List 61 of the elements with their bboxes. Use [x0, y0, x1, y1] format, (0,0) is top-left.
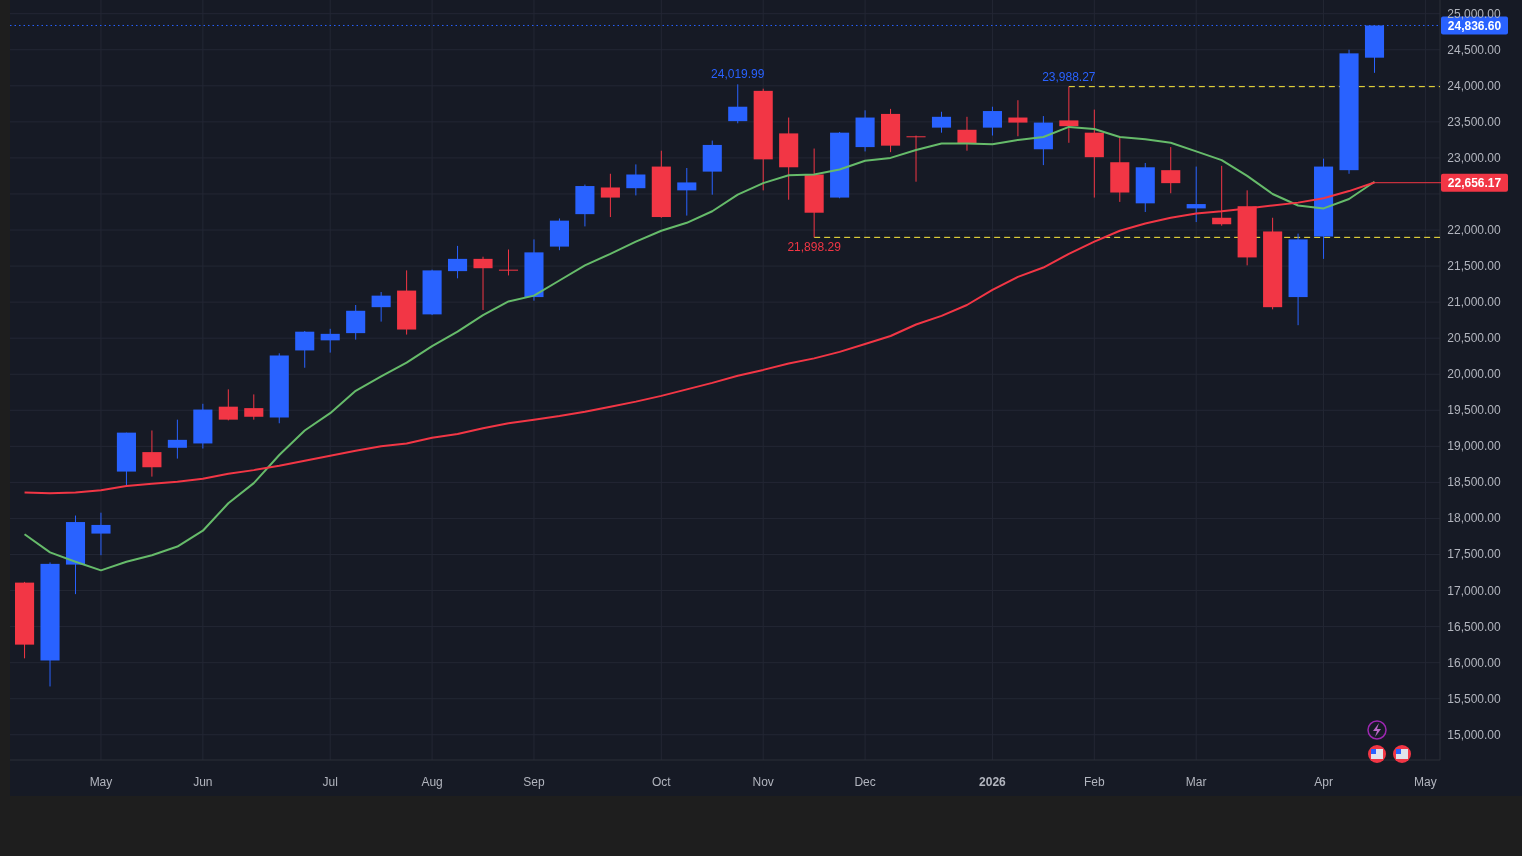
x-tick-label: 2026: [979, 775, 1007, 789]
candlestick: [728, 83, 748, 124]
x-tick-label: Apr: [1314, 775, 1333, 789]
candlestick: [957, 116, 977, 152]
candlestick: [982, 106, 1002, 137]
x-tick-label: Dec: [854, 775, 876, 789]
y-tick-label: 24,000.00: [1447, 78, 1502, 93]
candlestick: [218, 388, 238, 421]
candlestick: [626, 163, 646, 196]
candlestick: [498, 248, 519, 276]
y-tick-label: 20,000.00: [1447, 367, 1502, 382]
y-tick-label: 23,500.00: [1447, 114, 1502, 129]
x-tick-label: Jul: [322, 775, 338, 789]
annotation: 24,019.99: [711, 67, 765, 82]
candlestick: [600, 173, 620, 218]
candlestick: [448, 245, 468, 279]
candlestick: [244, 393, 264, 421]
y-tick-label: 18,500.00: [1447, 475, 1502, 490]
candlestick: [1008, 99, 1028, 137]
y-tick-label: 22,000.00: [1447, 223, 1502, 238]
candlestick: [346, 304, 366, 341]
y-tick-label: 24,500.00: [1447, 42, 1502, 57]
candlestick: [677, 167, 697, 217]
candlestick: [91, 512, 111, 556]
y-tick-label: 17,000.00: [1447, 583, 1502, 598]
candlestick: [142, 429, 162, 478]
candlestick: [931, 111, 952, 134]
x-tick-label: Jun: [193, 775, 213, 789]
ref-line-label: 24,836.60: [1447, 18, 1502, 33]
candlestick: [1161, 146, 1181, 194]
y-tick-label: 16,000.00: [1447, 655, 1502, 670]
candlestick: [1186, 166, 1206, 223]
x-tick-label: May: [89, 775, 113, 789]
y-tick-label: 21,500.00: [1447, 259, 1502, 274]
y-tick-label: 15,000.00: [1447, 727, 1502, 742]
y-tick-label: 19,000.00: [1447, 439, 1502, 454]
candlestick: [1059, 86, 1079, 144]
x-tick-label: Mar: [1185, 775, 1207, 789]
candlestick: [295, 330, 315, 369]
y-tick-label: 21,000.00: [1447, 295, 1502, 310]
x-tick-label: Sep: [523, 775, 545, 789]
x-tick-label: May: [1414, 775, 1437, 789]
y-tick-label: 15,500.00: [1447, 691, 1502, 706]
annotation: 23,988.27: [1042, 69, 1096, 84]
candlestick: [473, 256, 493, 311]
x-tick-label: Nov: [752, 775, 774, 789]
y-tick-label: 19,500.00: [1447, 403, 1502, 418]
y-tick-label: 18,000.00: [1447, 511, 1502, 526]
annotation: 21,898.29: [787, 240, 842, 255]
candlestick: [320, 328, 340, 354]
annotation: 22,656.17: [1447, 176, 1502, 191]
x-tick-label: Feb: [1083, 775, 1105, 789]
y-tick-label: 16,500.00: [1447, 619, 1502, 634]
candlestick: [906, 135, 926, 183]
y-tick-label: 23,000.00: [1447, 150, 1502, 165]
x-tick-label: Oct: [651, 775, 672, 789]
candlestick: [167, 419, 187, 460]
y-tick-label: 20,500.00: [1447, 331, 1502, 346]
x-tick-label: Aug: [421, 775, 443, 789]
candlestick: [371, 291, 391, 323]
y-tick-label: 17,500.00: [1447, 547, 1502, 562]
